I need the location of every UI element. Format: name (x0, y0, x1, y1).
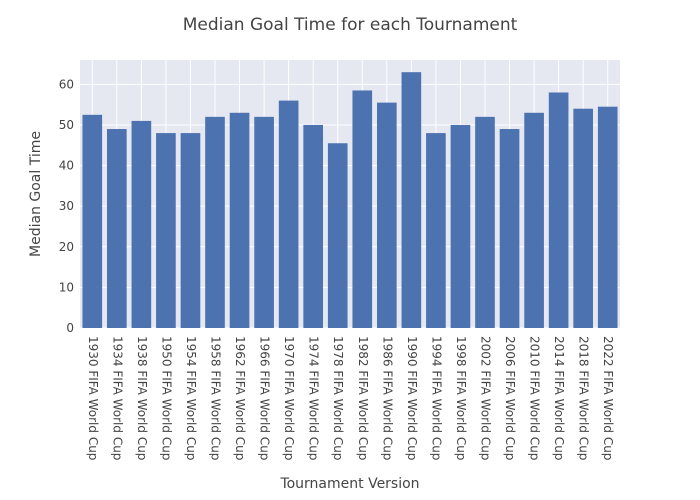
bar[interactable] (352, 90, 373, 328)
x-tick-label: 2006 FIFA World Cup (503, 336, 517, 460)
bar[interactable] (131, 120, 152, 328)
x-tick-label: 1974 FIFA World Cup (307, 336, 321, 460)
x-tick-label: 1978 FIFA World Cup (331, 336, 345, 460)
bar[interactable] (205, 116, 225, 329)
bar[interactable] (303, 124, 323, 328)
bar[interactable] (426, 133, 446, 328)
bar[interactable] (597, 106, 618, 329)
y-axis-ticks: 0 10 20 30 40 50 60 (59, 77, 74, 335)
x-tick-label: 1994 FIFA World Cup (429, 336, 443, 460)
bar[interactable] (327, 143, 348, 328)
bar[interactable] (450, 124, 471, 328)
bar[interactable] (156, 133, 176, 328)
bar[interactable] (254, 116, 274, 329)
x-tick-label: 1982 FIFA World Cup (356, 336, 370, 460)
y-tick-label: 40 (59, 159, 74, 173)
x-tick-label: 1966 FIFA World Cup (258, 336, 272, 460)
x-tick-label: 1934 FIFA World Cup (110, 336, 124, 460)
x-tick-label: 1954 FIFA World Cup (184, 336, 198, 460)
bar[interactable] (573, 108, 593, 329)
bar[interactable] (548, 92, 569, 328)
x-tick-label: 2014 FIFA World Cup (552, 336, 566, 460)
y-tick-label: 10 (59, 280, 74, 294)
x-tick-label: 1938 FIFA World Cup (135, 336, 149, 460)
y-tick-label: 0 (66, 321, 74, 335)
bar[interactable] (107, 129, 127, 328)
bars (82, 72, 618, 329)
x-axis-ticks: 1930 FIFA World Cup 1934 FIFA World Cup 19… (86, 336, 615, 460)
bar[interactable] (475, 116, 495, 329)
bar[interactable] (524, 112, 544, 329)
x-tick-label: 1986 FIFA World Cup (380, 336, 394, 460)
x-tick-label: 2018 FIFA World Cup (577, 336, 591, 460)
x-tick-label: 1930 FIFA World Cup (86, 336, 100, 460)
bar[interactable] (377, 102, 397, 329)
x-tick-label: 2010 FIFA World Cup (528, 336, 542, 460)
bar[interactable] (180, 133, 201, 328)
y-tick-label: 20 (59, 240, 74, 254)
x-axis-title: Tournament Version (279, 476, 419, 492)
x-tick-label: 2002 FIFA World Cup (479, 336, 493, 460)
bar[interactable] (499, 129, 520, 328)
x-tick-label: 2022 FIFA World Cup (601, 336, 615, 460)
y-tick-label: 60 (59, 77, 74, 91)
y-tick-label: 30 (59, 199, 74, 213)
x-tick-label: 1970 FIFA World Cup (282, 336, 296, 460)
x-tick-label: 1958 FIFA World Cup (209, 336, 223, 460)
bar[interactable] (82, 114, 103, 329)
y-axis-title: Median Goal Time (28, 131, 44, 257)
chart-title: Median Goal Time for each Tournament (183, 15, 518, 35)
bar[interactable] (401, 72, 422, 328)
x-tick-label: 1998 FIFA World Cup (454, 336, 468, 460)
bar[interactable] (229, 112, 250, 329)
x-tick-label: 1962 FIFA World Cup (233, 336, 247, 460)
bar[interactable] (278, 100, 299, 328)
y-tick-label: 50 (59, 118, 74, 132)
x-tick-label: 1990 FIFA World Cup (405, 336, 419, 460)
x-tick-label: 1950 FIFA World Cup (159, 336, 173, 460)
